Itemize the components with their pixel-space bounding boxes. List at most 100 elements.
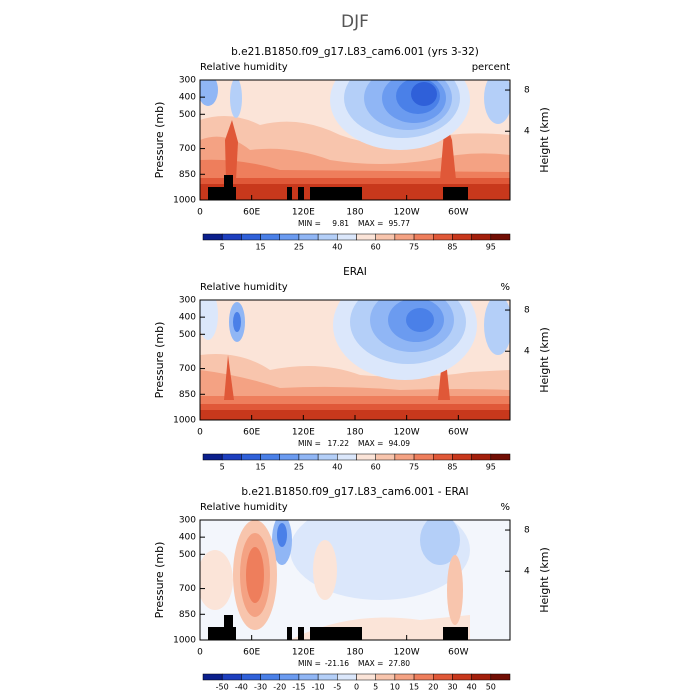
colorbar-label: -15 [292, 683, 305, 692]
right-string: % [500, 502, 510, 513]
x-tick-label: 120E [292, 648, 315, 658]
contour-field [200, 80, 510, 200]
colorbar-box [394, 673, 415, 681]
colorbar-label: 40 [332, 243, 342, 252]
colorbar-box [413, 453, 434, 461]
y-tick-label: 400 [179, 93, 196, 103]
colorbar-box [241, 233, 261, 241]
colorbar-label: -10 [312, 683, 325, 692]
colorbar-box [298, 233, 319, 241]
y-tick-label: 1000 [173, 196, 196, 206]
colorbar-label: 30 [447, 683, 457, 692]
colorbar-label: 15 [255, 463, 265, 472]
x-tick-label: 180 [346, 428, 363, 438]
colorbar-label: 15 [409, 683, 419, 692]
colorbar-label: 95 [486, 463, 496, 472]
panel-title: b.e21.B1850.f09_g17.L83_cam6.001 (yrs 3-… [231, 46, 479, 58]
y-tick-label: 1000 [173, 416, 196, 426]
y2-tick-label: 4 [524, 347, 530, 357]
y-tick-label: 300 [179, 76, 196, 86]
figure-title: DJF [341, 12, 369, 32]
panel-title: b.e21.B1850.f09_g17.L83_cam6.001 - ERAI [241, 486, 468, 498]
y2-tick-label: 8 [524, 86, 530, 96]
x-tick-label: 0 [197, 208, 203, 218]
colorbar-box [202, 673, 223, 681]
left-string: Relative humidity [200, 282, 288, 293]
x-tick-label: 180 [346, 208, 363, 218]
colorbar-box [471, 233, 492, 241]
y2-axis-label: Height (km) [538, 107, 551, 173]
colorbar-box [279, 233, 300, 241]
y-tick-label: 400 [179, 533, 196, 543]
colorbar-box [471, 673, 492, 681]
colorbar-label: 20 [428, 683, 438, 692]
x-tick-label: 120W [394, 208, 420, 218]
colorbar-label: 75 [409, 463, 419, 472]
colorbar-label: 85 [447, 243, 457, 252]
colorbar-label: 0 [354, 683, 359, 692]
x-tick-label: 120W [394, 428, 420, 438]
max-value: 95.77 [389, 219, 411, 228]
y2-axis-label: Height (km) [538, 327, 551, 393]
panel-title: ERAI [343, 266, 367, 278]
colorbar-label: 60 [371, 463, 381, 472]
colorbar-box [279, 453, 300, 461]
colorbar-box [356, 233, 376, 241]
y-tick-label: 1000 [173, 636, 196, 646]
min-value: -21.16 [325, 659, 349, 668]
colorbar-box [356, 673, 376, 681]
colorbar-box [260, 233, 280, 241]
y-axis-label: Pressure (mb) [153, 542, 166, 619]
colorbar-box [394, 233, 415, 241]
y2-tick-label: 8 [524, 306, 530, 316]
y-axis-label: Pressure (mb) [153, 322, 166, 399]
colorbar-box [260, 673, 280, 681]
x-tick-label: 0 [197, 648, 203, 658]
colorbar-box [221, 453, 242, 461]
y-tick-label: 500 [179, 110, 196, 120]
colorbar-box [375, 453, 396, 461]
colorbar-box [356, 453, 376, 461]
colorbar-box [490, 233, 511, 241]
x-tick-label: 60W [448, 428, 468, 438]
colorbar-box [202, 453, 223, 461]
colorbar-label: 85 [447, 463, 457, 472]
colorbar-box [452, 233, 472, 241]
x-tick-label: 120E [292, 428, 315, 438]
colorbar-box [241, 453, 261, 461]
colorbar-label: 60 [371, 243, 381, 252]
colorbar-box [433, 453, 453, 461]
y2-tick-label: 4 [524, 127, 530, 137]
y-tick-label: 500 [179, 330, 196, 340]
colorbar-label: 25 [294, 463, 304, 472]
max-value: 27.80 [389, 659, 411, 668]
colorbar-box [279, 673, 300, 681]
colorbar-label: 95 [486, 243, 496, 252]
y2-axis-label: Height (km) [538, 547, 551, 613]
colorbar-box [394, 453, 415, 461]
colorbar-box [260, 453, 280, 461]
y-tick-label: 700 [179, 364, 196, 374]
colorbar-label: 50 [486, 683, 496, 692]
colorbar-box [241, 673, 261, 681]
colorbar-box [221, 233, 242, 241]
colorbar-label: 40 [467, 683, 477, 692]
max-label: MAX = [358, 219, 383, 228]
x-tick-label: 0 [197, 428, 203, 438]
colorbar-box [375, 233, 396, 241]
right-string: % [500, 282, 510, 293]
colorbar-box [337, 233, 357, 241]
colorbar-box [433, 673, 453, 681]
colorbar-label: 15 [255, 243, 265, 252]
colorbar-box [452, 673, 472, 681]
y-tick-label: 850 [179, 390, 196, 400]
max-value: 94.09 [389, 439, 411, 448]
y-tick-label: 300 [179, 516, 196, 526]
y-tick-label: 850 [179, 610, 196, 620]
colorbar-box [317, 233, 338, 241]
colorbar-label: 10 [390, 683, 400, 692]
x-tick-label: 120W [394, 648, 420, 658]
y2-tick-label: 4 [524, 567, 530, 577]
colorbar-box [490, 673, 511, 681]
min-label: MIN = [298, 219, 321, 228]
